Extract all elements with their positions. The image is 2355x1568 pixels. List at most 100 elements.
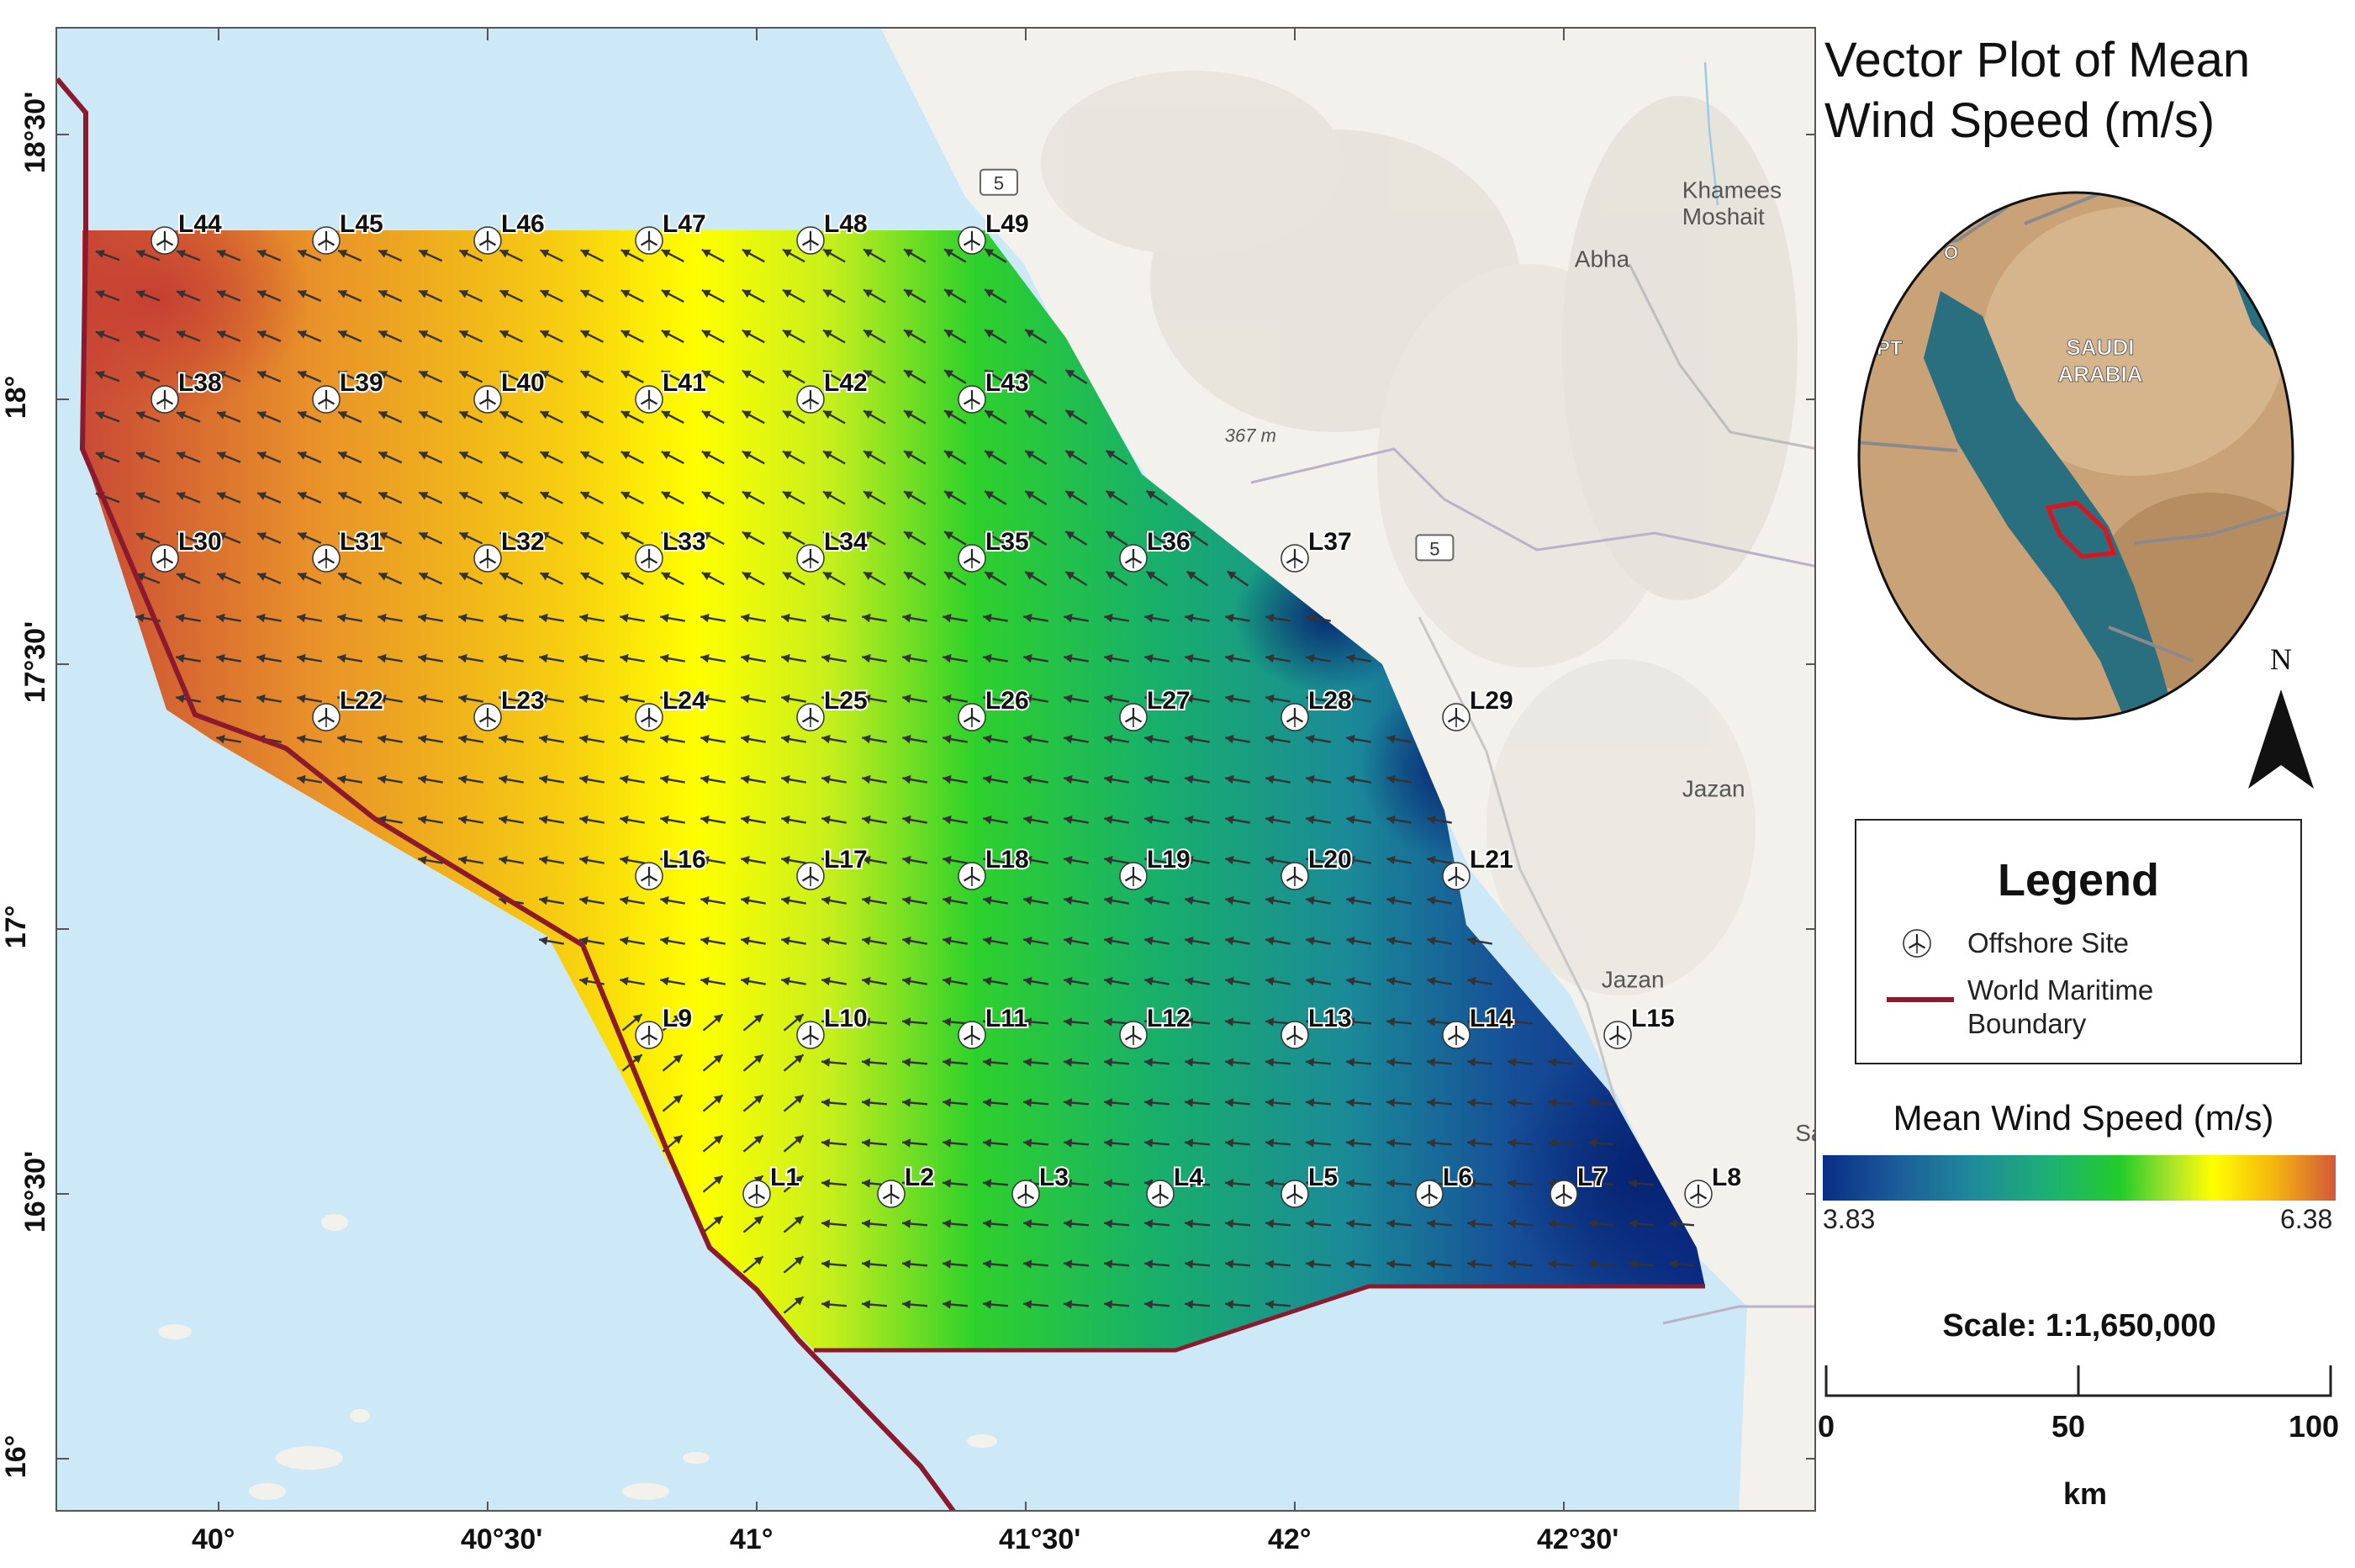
wind-vector-head: [1306, 1179, 1315, 1188]
wind-vector-head: [701, 410, 711, 420]
wind-vector-head: [1185, 734, 1194, 744]
offshore-site-marker[interactable]: L49: [957, 209, 1031, 256]
offshore-site-marker[interactable]: L20: [1280, 844, 1354, 891]
offshore-site-marker[interactable]: L36: [1118, 526, 1192, 573]
offshore-site-marker[interactable]: L47: [634, 209, 708, 256]
offshore-site-marker[interactable]: L42: [795, 367, 869, 414]
offshore-site-marker[interactable]: L38: [150, 367, 224, 414]
offshore-site-marker[interactable]: L19: [1118, 844, 1192, 891]
wind-vector-head: [459, 330, 469, 339]
offshore-site-marker[interactable]: L21: [1441, 844, 1515, 891]
wind-vector-head: [1185, 936, 1194, 946]
legend-offshore-site-label: Offshore Site: [1967, 927, 2129, 958]
offshore-site-marker[interactable]: L23: [473, 685, 547, 732]
wind-vector-head: [419, 451, 429, 460]
wind-vector-head: [794, 1296, 804, 1306]
offshore-site-marker[interactable]: L30: [150, 526, 224, 573]
offshore-site-marker[interactable]: L16: [634, 844, 708, 891]
wind-vector-head: [781, 855, 790, 865]
wind-vector-head: [1467, 1179, 1476, 1188]
offshore-site-marker[interactable]: L40: [473, 367, 547, 414]
offshore-site-marker[interactable]: L9: [634, 1003, 694, 1050]
wind-vector-head: [1146, 531, 1156, 540]
turbine-icon: [1280, 702, 1310, 732]
offshore-site-marker[interactable]: L3: [1011, 1162, 1070, 1209]
offshore-site-marker[interactable]: L14: [1441, 1003, 1515, 1050]
offshore-site-marker[interactable]: L43: [957, 367, 1031, 414]
wind-vector-head: [1265, 895, 1275, 905]
map-canvas[interactable]: L1 L2 L3 L4 L5 L6 L7 L8 L9 L10 L11 L12 L13 L14 L15 L16 L…: [57, 29, 1816, 1512]
inset-study-area: [2045, 500, 2117, 559]
offshore-site-marker[interactable]: L8: [1683, 1162, 1743, 1209]
turbine-icon: [1118, 702, 1148, 732]
offshore-site-marker[interactable]: L2: [876, 1162, 936, 1209]
offshore-site-marker[interactable]: L4: [1145, 1162, 1205, 1209]
inset-locator-map[interactable]: SAUDI ARABIA PT O: [1856, 190, 2295, 721]
offshore-site-marker[interactable]: L7: [1549, 1162, 1608, 1209]
offshore-site-marker[interactable]: L28: [1280, 685, 1354, 732]
offshore-site-marker[interactable]: L48: [795, 209, 869, 256]
offshore-site-marker[interactable]: L41: [634, 367, 708, 414]
wind-vector-head: [700, 895, 710, 905]
wind-vector-head: [1427, 936, 1436, 946]
offshore-site-marker[interactable]: L35: [957, 526, 1031, 573]
site-label: L27: [1147, 687, 1191, 715]
offshore-site-marker[interactable]: L29: [1441, 685, 1515, 732]
wind-vector-head: [378, 613, 387, 623]
wind-vector-head: [660, 936, 669, 946]
offshore-site-marker[interactable]: L10: [795, 1003, 869, 1050]
offshore-sites: L1 L2 L3 L4 L5 L6 L7 L8 L9 L10 L11 L12 L13 L14 L15 L16 L…: [150, 209, 1743, 1209]
wind-vector-head: [741, 613, 750, 623]
offshore-site-marker[interactable]: L24: [634, 685, 708, 732]
offshore-site-marker[interactable]: L32: [473, 526, 547, 573]
offshore-site-marker[interactable]: L33: [634, 526, 708, 573]
offshore-site-marker[interactable]: L15: [1603, 1003, 1676, 1050]
wind-vector-head: [1225, 895, 1234, 905]
wind-vector-head: [661, 370, 671, 379]
wind-vector-head: [985, 491, 995, 499]
inset-edge-label-2: O: [1944, 242, 1958, 263]
offshore-site-marker[interactable]: L31: [311, 526, 385, 573]
maritime-boundary-south: [814, 1284, 1705, 1353]
wind-vector-head: [943, 1138, 952, 1148]
offshore-site-marker[interactable]: L22: [311, 685, 385, 732]
map-panel[interactable]: L1 L2 L3 L4 L5 L6 L7 L8 L9 L10 L11 L12 L13 L14 L15 L16 L…: [55, 27, 1816, 1512]
offshore-site-marker[interactable]: L45: [311, 209, 385, 256]
offshore-site-marker[interactable]: L44: [150, 209, 224, 256]
offshore-site-marker[interactable]: L5: [1280, 1162, 1339, 1209]
wind-vector-head: [297, 734, 306, 744]
wind-vector-head: [1104, 1259, 1113, 1269]
offshore-site-marker[interactable]: L6: [1414, 1162, 1474, 1209]
offshore-site-marker[interactable]: L37: [1280, 526, 1354, 573]
offshore-site-marker[interactable]: L39: [311, 367, 385, 414]
offshore-site-marker[interactable]: L12: [1118, 1003, 1192, 1050]
offshore-site-marker[interactable]: L46: [473, 209, 547, 256]
wind-vector-head: [822, 491, 832, 499]
offshore-site-marker[interactable]: L11: [957, 1003, 1029, 1050]
wind-vector-head: [753, 1135, 763, 1144]
offshore-site-marker[interactable]: L17: [795, 844, 869, 891]
wind-vector-head: [1306, 653, 1315, 663]
wind-vector-head: [863, 572, 873, 580]
wind-vector-head: [1225, 1300, 1234, 1309]
offshore-site-marker[interactable]: L1: [742, 1162, 801, 1209]
wind-vector-head: [821, 855, 831, 865]
wind-vector-head: [902, 694, 911, 704]
wind-vector-head: [742, 451, 752, 460]
offshore-site-marker[interactable]: L27: [1118, 685, 1192, 732]
offshore-site-marker[interactable]: L34: [795, 526, 869, 573]
wind-vector-head: [378, 330, 388, 339]
wind-vector-head: [701, 531, 711, 541]
wind-vector-head: [378, 290, 388, 298]
wind-vector-head: [579, 936, 589, 946]
wind-vector-head: [862, 815, 871, 825]
offshore-site-marker[interactable]: L18: [957, 844, 1031, 891]
offshore-site-marker[interactable]: L25: [795, 685, 869, 732]
site-label: L3: [1039, 1164, 1069, 1191]
site-label: L24: [663, 687, 706, 715]
offshore-site-marker[interactable]: L13: [1280, 1003, 1354, 1050]
wind-vector-head: [1306, 1058, 1315, 1067]
offshore-site-marker[interactable]: L26: [957, 685, 1031, 732]
wind-vector-head: [1064, 653, 1073, 663]
wind-vector-head: [821, 734, 831, 744]
